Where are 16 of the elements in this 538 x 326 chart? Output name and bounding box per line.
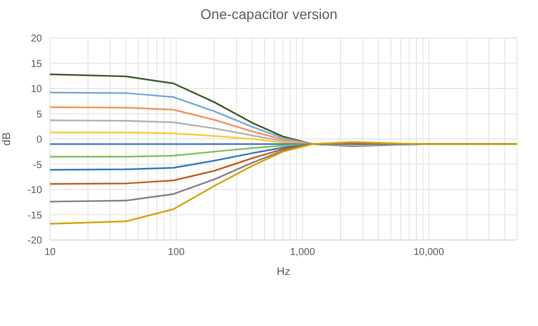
y-tick-label: 5 — [36, 109, 42, 120]
y-tick-label: 0 — [36, 134, 42, 146]
y-tick-label: 10 — [30, 84, 42, 96]
x-tick-label: 10,000 — [413, 247, 444, 258]
y-tick-label: -15 — [28, 210, 42, 222]
x-tick-label: 100 — [168, 247, 186, 258]
chart-title: One-capacitor version — [200, 6, 338, 22]
y-tick-label: 20 — [30, 34, 42, 45]
y-tick-label: -5 — [33, 160, 42, 171]
x-tick-label: 10 — [44, 247, 56, 258]
x-tick-label: 1,000 — [290, 247, 316, 258]
y-tick-label: -20 — [28, 236, 42, 247]
y-tick-label: -10 — [28, 185, 42, 196]
y-tick-label: 15 — [30, 58, 42, 70]
x-axis-title: Hz — [276, 266, 290, 278]
y-axis-title: dB — [0, 132, 13, 146]
